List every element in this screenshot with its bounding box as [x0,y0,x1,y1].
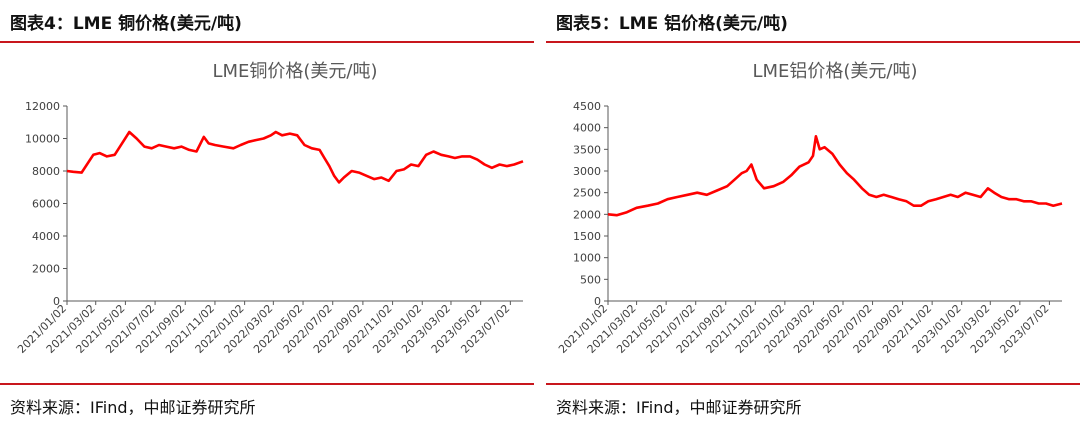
figure-title: 图表5：LME 铝价格(美元/吨) [556,14,788,34]
y-tick-label: 6000 [32,198,60,211]
y-tick-label: 2000 [32,263,60,276]
bottom-divider [546,383,1080,385]
y-tick-label: 1500 [573,230,601,243]
y-tick-label: 10000 [25,133,60,146]
top-divider [546,41,1080,43]
aluminum-price-chart: LME铝价格(美元/吨) 0 500 1000 1500 2000 2500 3000 3500… [556,61,1063,356]
y-tick-label: 4500 [573,100,601,113]
y-tick-label: 8000 [32,165,60,178]
price-line [607,135,1063,217]
y-tick-label: 3000 [573,165,601,178]
y-tick-label: 4000 [32,230,60,243]
bottom-divider [0,383,534,385]
source-note: 资料来源：IFind，中邮证券研究所 [556,398,802,417]
y-tick-label: 4000 [573,122,601,135]
y-tick-label: 0 [53,295,60,308]
chart-title: LME铜价格(美元/吨) [212,61,377,82]
copper-price-chart: LME铜价格(美元/吨)0200040006000800010000120002… [15,61,524,356]
price-line [66,130,524,184]
y-tick-label: 2000 [573,208,601,221]
y-tick-label: 2500 [573,187,601,200]
source-note: 资料来源：IFind，中邮证券研究所 [10,398,256,417]
y-tick-label: 0 [594,295,601,308]
top-divider [0,41,534,43]
y-tick-label: 1000 [573,252,601,265]
figure-title: 图表4：LME 铜价格(美元/吨) [10,14,242,34]
y-tick-label: 3500 [573,143,601,156]
y-tick-label: 12000 [25,100,60,113]
chart-title: LME铝价格(美元/吨) [752,61,917,82]
aluminum-panel: 图表5：LME 铝价格(美元/吨) LME铝价格(美元/吨) 0 500 1000 15… [546,0,1080,421]
copper-panel: 图表4：LME 铜价格(美元/吨) LME铜价格(美元/吨) 0 2000 4000 6… [0,0,534,421]
y-tick-label: 500 [580,273,601,286]
